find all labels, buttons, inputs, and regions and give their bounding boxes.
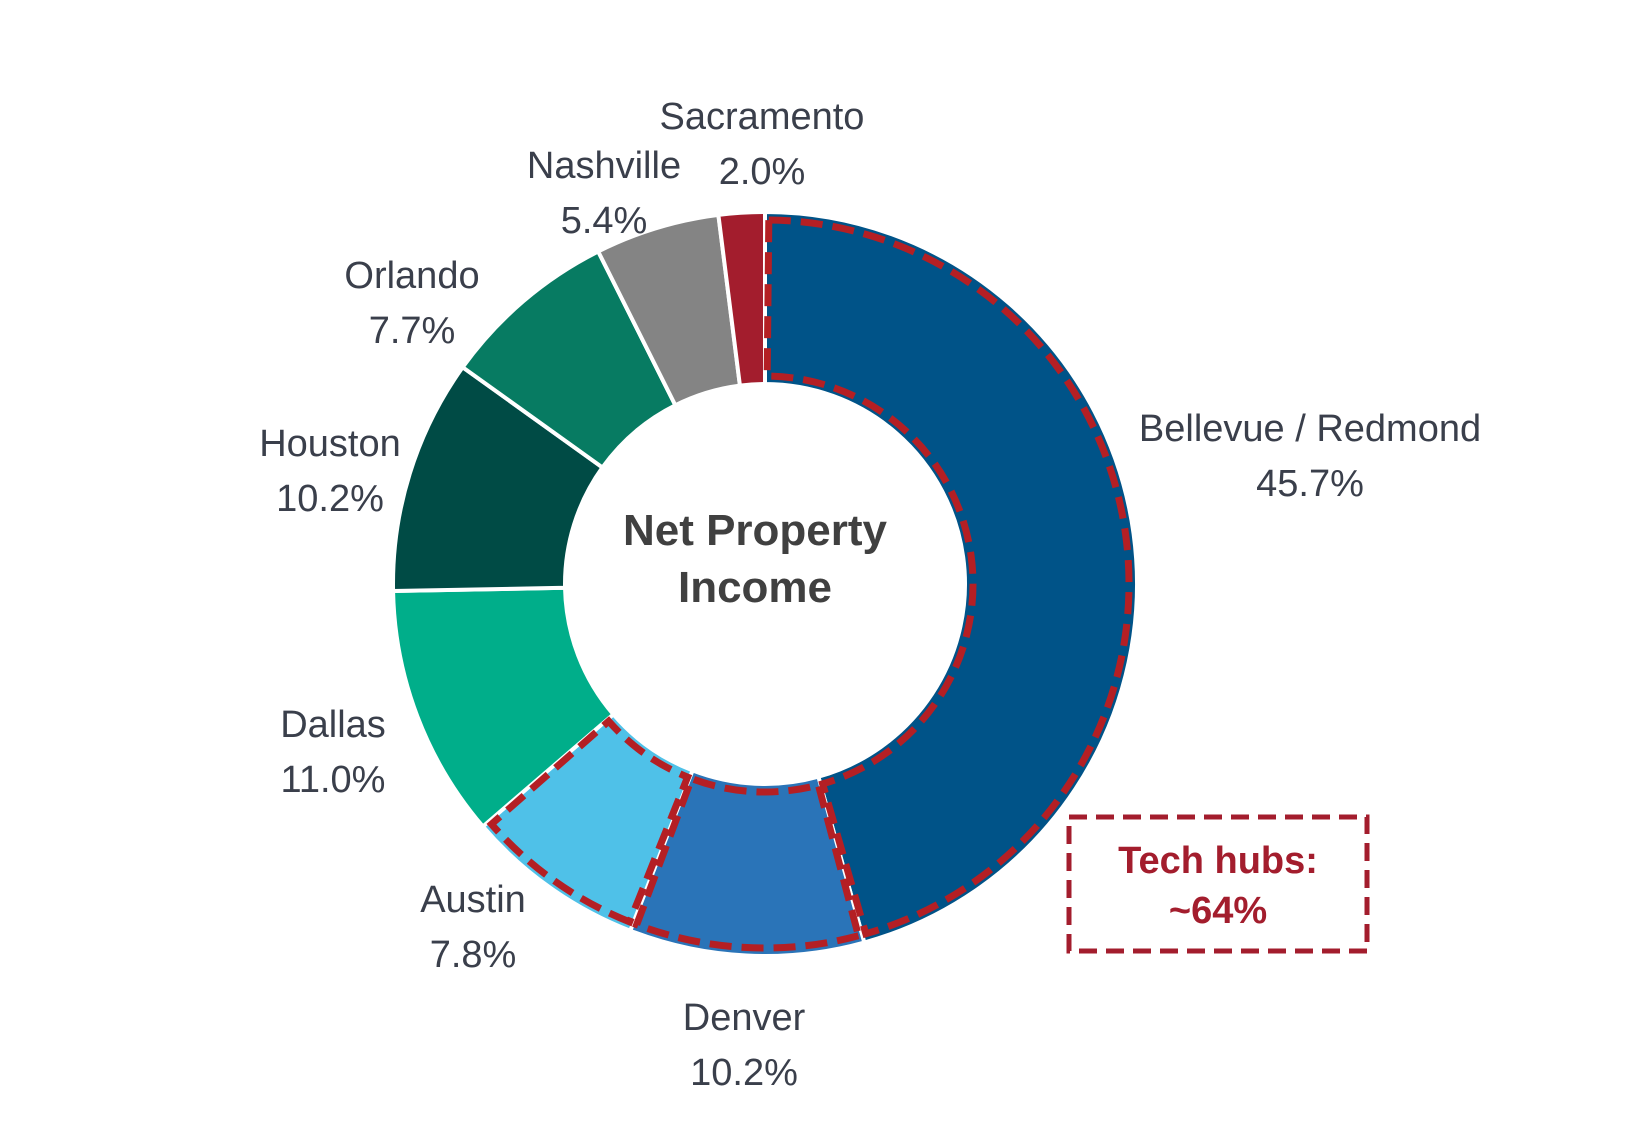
slice-label-denver: Denver bbox=[683, 997, 806, 1039]
tech-hubs-callout-line-2: ~64% bbox=[1169, 890, 1267, 932]
slice-labels: Bellevue / Redmond 45.7% Denver 10.2% Austin… bbox=[259, 96, 1481, 1094]
tech-hubs-callout-line-1: Tech hubs: bbox=[1118, 840, 1318, 882]
center-title-line-1: Net Property bbox=[623, 506, 888, 555]
slice-value-austin: 7.8% bbox=[430, 934, 517, 976]
highlight-outline-austin bbox=[486, 716, 693, 927]
highlight-outline-denver bbox=[632, 774, 863, 952]
slice-label-bellevue-redmond: Bellevue / Redmond bbox=[1139, 408, 1481, 450]
slice-value-nashville: 5.4% bbox=[561, 200, 648, 242]
slice-label-austin: Austin bbox=[420, 879, 526, 921]
tech-hubs-highlight bbox=[486, 216, 1133, 952]
slice-value-sacramento: 2.0% bbox=[719, 151, 806, 193]
slice-value-denver: 10.2% bbox=[690, 1052, 798, 1094]
slice-value-orlando: 7.7% bbox=[369, 310, 456, 352]
donut-slices bbox=[391, 209, 1139, 958]
slice-label-sacramento: Sacramento bbox=[660, 96, 865, 138]
slice-value-bellevue-redmond: 45.7% bbox=[1256, 463, 1364, 505]
slice-label-dallas: Dallas bbox=[280, 704, 386, 746]
slice-label-nashville: Nashville bbox=[527, 145, 681, 187]
center-title-line-2: Income bbox=[678, 563, 832, 612]
slice-sacramento bbox=[716, 209, 767, 388]
slice-bellevue-redmond bbox=[763, 209, 1139, 945]
slice-value-houston: 10.2% bbox=[276, 478, 384, 520]
slice-label-houston: Houston bbox=[259, 423, 401, 465]
slice-value-dallas: 11.0% bbox=[281, 759, 386, 801]
tech-hubs-callout-box bbox=[1066, 814, 1370, 954]
slice-label-orlando: Orlando bbox=[344, 255, 479, 297]
highlight-outline-bellevue-redmond bbox=[763, 216, 1133, 939]
